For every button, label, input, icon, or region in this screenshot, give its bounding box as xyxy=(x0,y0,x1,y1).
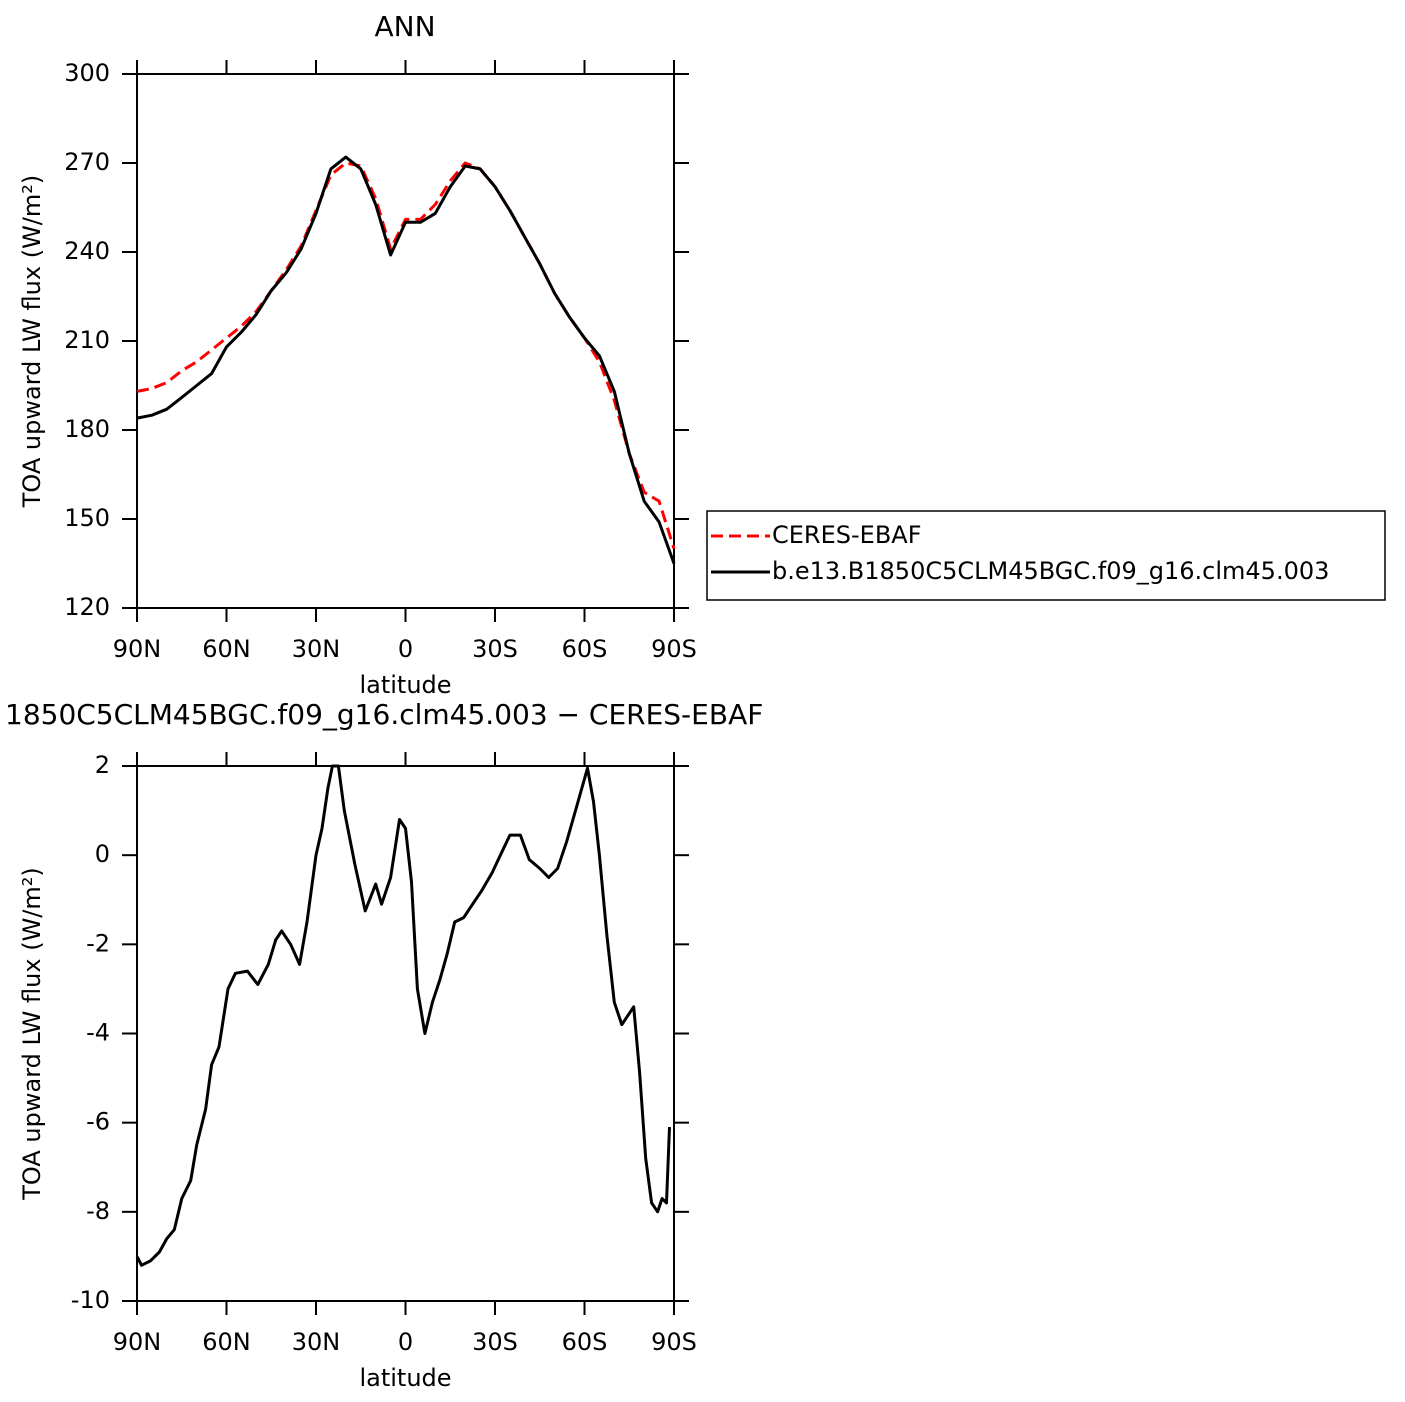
x-tick-label: 90S xyxy=(651,635,697,663)
chart-title: ANN xyxy=(374,10,435,43)
x-tick-label: 30N xyxy=(292,635,341,663)
x-axis-label: latitude xyxy=(359,671,451,699)
x-tick-label: 90S xyxy=(651,1328,697,1356)
x-tick-label: 0 xyxy=(398,635,413,663)
x-tick-label: 60S xyxy=(562,1328,608,1356)
data-line xyxy=(136,155,676,565)
y-tick-label: 240 xyxy=(64,237,110,265)
plot-frame xyxy=(136,765,675,1302)
legend-label: b.e13.B1850C5CLM45BGC.f09_g16.clm45.003 xyxy=(772,557,1329,585)
y-tick-label: -8 xyxy=(86,1197,110,1225)
y-tick-label: 180 xyxy=(64,415,110,443)
chart-title: 1850C5CLM45BGC.f09_g16.clm45.003 − CERES… xyxy=(5,698,763,731)
y-axis-label: TOA upward LW flux (W/m²) xyxy=(18,867,46,1201)
y-tick-label: 300 xyxy=(64,59,110,87)
x-tick-label: 30N xyxy=(292,1328,341,1356)
y-tick-label: 270 xyxy=(64,148,110,176)
y-tick-label: 210 xyxy=(64,326,110,354)
x-tick-label: 60N xyxy=(202,635,251,663)
y-tick-label: 120 xyxy=(64,593,110,621)
x-tick-label: 0 xyxy=(398,1328,413,1356)
legend-box xyxy=(706,510,1386,601)
data-line xyxy=(135,764,671,1267)
y-tick-label: -2 xyxy=(86,929,110,957)
x-tick-label: 60N xyxy=(202,1328,251,1356)
y-tick-label: -4 xyxy=(86,1019,110,1047)
x-tick-label: 60S xyxy=(562,635,608,663)
y-tick-label: 150 xyxy=(64,504,110,532)
x-tick-label: 90N xyxy=(113,635,162,663)
y-tick-label: -6 xyxy=(86,1108,110,1136)
y-tick-label: 0 xyxy=(95,840,110,868)
x-axis-label: latitude xyxy=(359,1364,451,1392)
plot-frame xyxy=(136,73,675,609)
x-tick-label: 90N xyxy=(113,1328,162,1356)
y-axis-label: TOA upward LW flux (W/m²) xyxy=(18,175,46,509)
y-tick-label: -10 xyxy=(71,1286,110,1314)
x-tick-label: 30S xyxy=(472,1328,518,1356)
legend-label: CERES-EBAF xyxy=(772,521,922,549)
x-tick-label: 30S xyxy=(472,635,518,663)
y-tick-label: 2 xyxy=(95,751,110,779)
